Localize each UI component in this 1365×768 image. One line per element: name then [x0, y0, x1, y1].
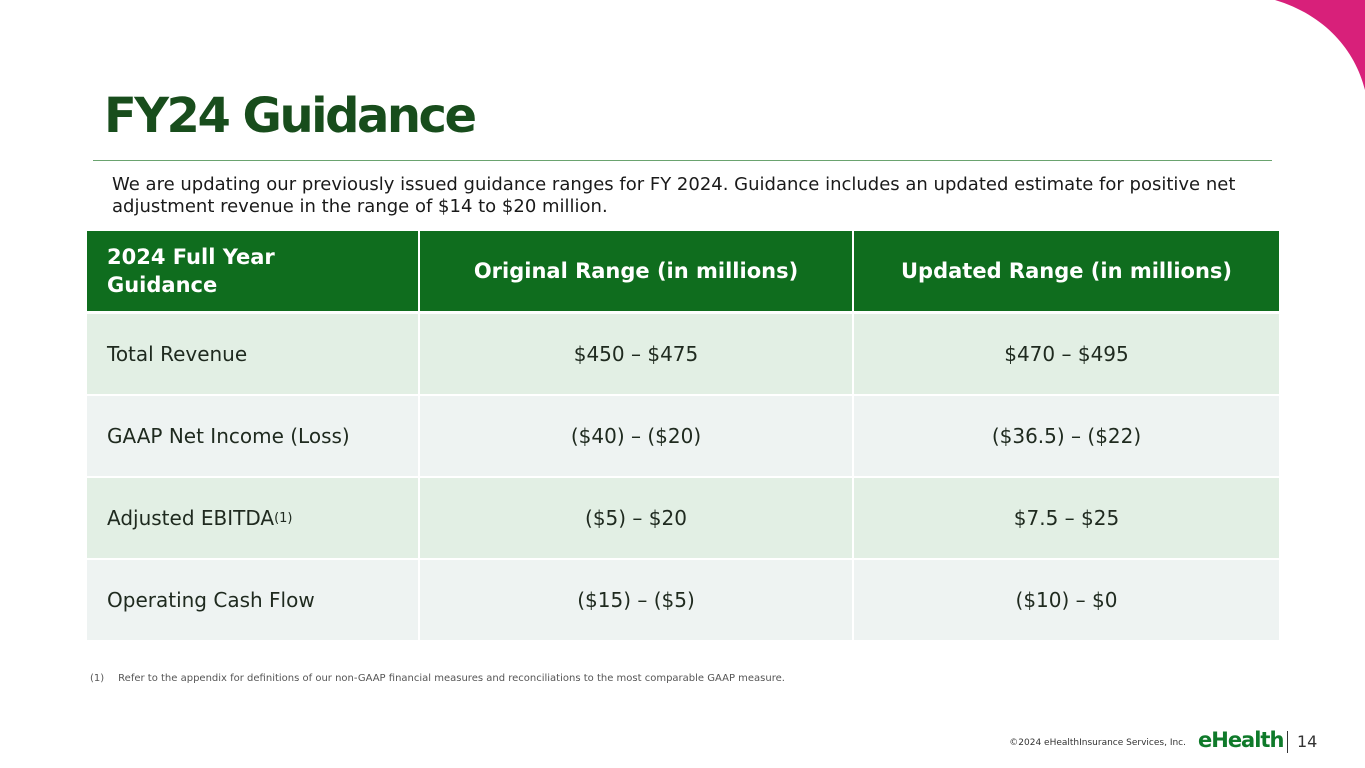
original-range: $450 – $475	[420, 314, 852, 394]
updated-range: ($36.5) – ($22)	[854, 396, 1279, 476]
row: Operating Cash Flow ($15) – ($5) ($10) –…	[87, 560, 1279, 640]
updated-range: ($10) – $0	[854, 560, 1279, 640]
separator	[1287, 731, 1288, 753]
row-label: Total Revenue	[87, 314, 418, 394]
original-range: ($15) – ($5)	[420, 560, 852, 640]
page-number: 14	[1297, 732, 1318, 751]
footnote-text: Refer to the appendix for definitions of…	[118, 673, 785, 684]
header-cell: 2024 Full Year Guidance	[87, 231, 418, 311]
row: GAAP Net Income (Loss) ($40) – ($20) ($3…	[87, 396, 1279, 476]
copyright: ©2024 eHealthInsurance Services, Inc.	[1009, 738, 1186, 748]
logo: eHealth	[1198, 728, 1284, 752]
footnote-ref: (1)	[274, 510, 293, 526]
updated-range: $470 – $495	[854, 314, 1279, 394]
row-label: Adjusted EBITDA	[107, 506, 275, 530]
divider	[93, 160, 1272, 161]
original-range: ($40) – ($20)	[420, 396, 852, 476]
header-cell: Original Range (in millions)	[420, 231, 852, 311]
updated-range: $7.5 – $25	[854, 478, 1279, 558]
row: Total Revenue $450 – $475 $470 – $495	[87, 314, 1279, 394]
guidance-table: 2024 Full Year Guidance Original Range (…	[87, 231, 1279, 642]
row-label: Operating Cash Flow	[87, 560, 418, 640]
header-cell: Updated Range (in millions)	[854, 231, 1279, 311]
footnote-marker: (1)	[90, 673, 105, 684]
row-label: GAAP Net Income (Loss)	[87, 396, 418, 476]
title: FY24 Guidance	[104, 88, 477, 144]
original-range: ($5) – $20	[420, 478, 852, 558]
header-row: 2024 Full Year Guidance Original Range (…	[87, 231, 1279, 311]
footnote: (1) Refer to the appendix for definitions…	[90, 673, 785, 684]
row-label-cell: Adjusted EBITDA (1)	[87, 478, 418, 558]
row: Adjusted EBITDA (1) ($5) – $20 $7.5 – $25	[87, 478, 1279, 558]
intro: We are updating our previously issued gu…	[112, 174, 1236, 217]
corner-decoration	[1275, 0, 1365, 90]
